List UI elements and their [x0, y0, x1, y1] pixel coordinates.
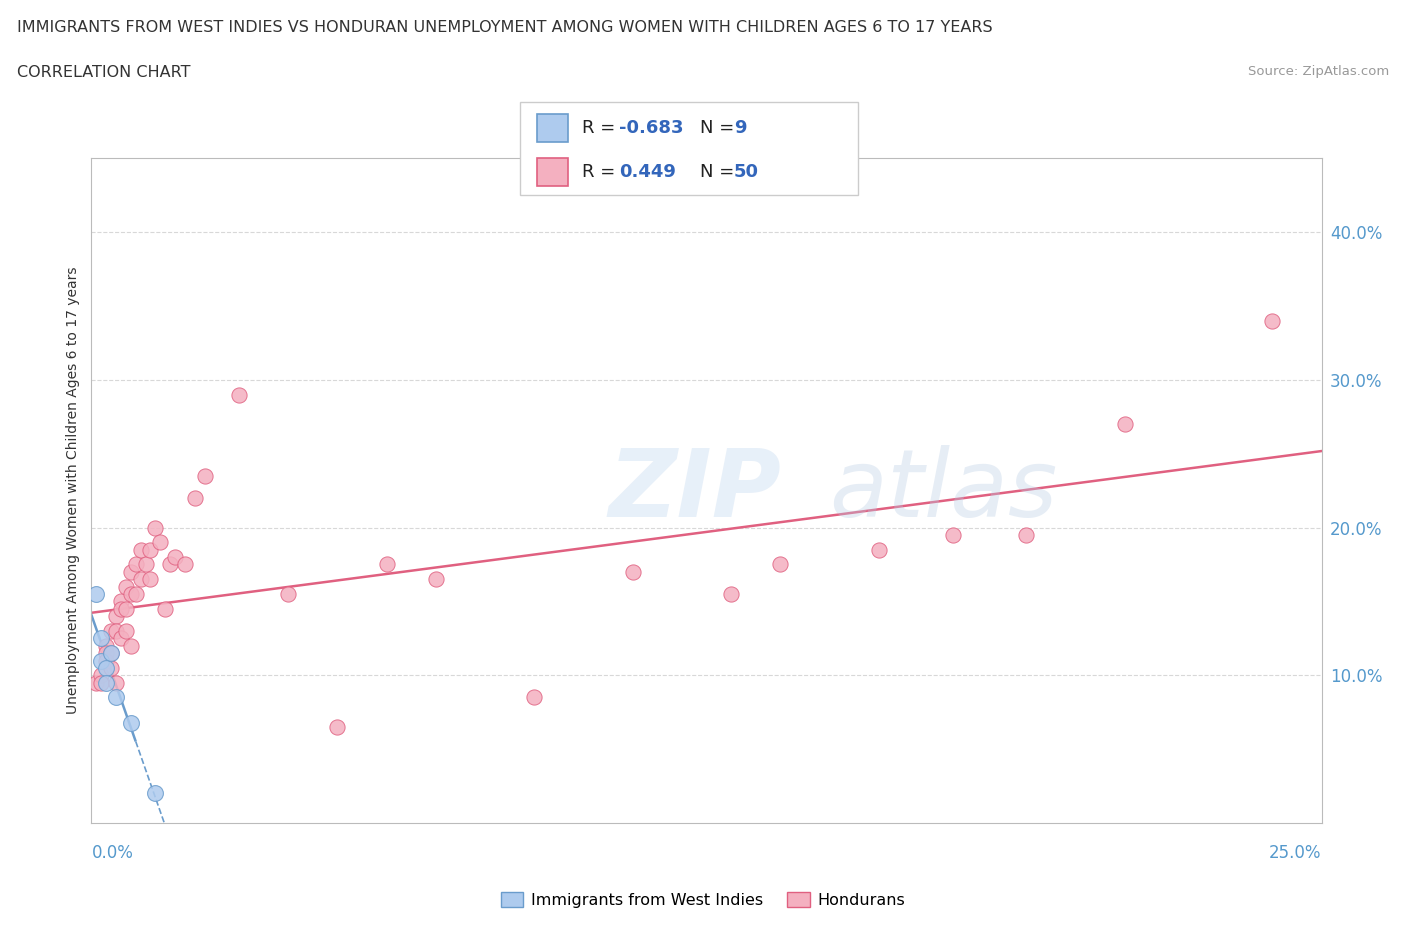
Point — [228, 387, 250, 402]
Point — [1015, 527, 1038, 542]
Text: N =: N = — [700, 163, 740, 181]
Point — [120, 587, 142, 602]
Point — [163, 550, 186, 565]
Point — [96, 653, 117, 668]
Point — [100, 645, 122, 660]
Point — [120, 638, 142, 653]
Point — [159, 557, 181, 572]
Point — [100, 645, 122, 660]
Point — [96, 645, 117, 660]
Point — [114, 623, 138, 638]
Point — [110, 631, 132, 645]
Text: -0.683: -0.683 — [619, 119, 683, 138]
Point — [90, 675, 112, 690]
Point — [868, 542, 890, 557]
Text: IMMIGRANTS FROM WEST INDIES VS HONDURAN UNEMPLOYMENT AMONG WOMEN WITH CHILDREN A: IMMIGRANTS FROM WEST INDIES VS HONDURAN … — [17, 20, 993, 35]
Point — [96, 638, 117, 653]
Point — [193, 469, 217, 484]
Point — [124, 557, 146, 572]
Point — [129, 542, 152, 557]
Point — [114, 579, 138, 594]
Point — [621, 565, 644, 579]
Text: CORRELATION CHART: CORRELATION CHART — [17, 65, 190, 80]
Point — [90, 653, 112, 668]
Text: 0.449: 0.449 — [619, 163, 675, 181]
Text: 0.0%: 0.0% — [91, 844, 134, 862]
Point — [941, 527, 963, 542]
Legend: Immigrants from West Indies, Hondurans: Immigrants from West Indies, Hondurans — [495, 885, 911, 914]
Point — [277, 587, 299, 602]
Point — [120, 565, 142, 579]
Point — [720, 587, 742, 602]
Point — [105, 609, 127, 624]
Point — [145, 786, 166, 801]
Y-axis label: Unemployment Among Women with Children Ages 6 to 17 years: Unemployment Among Women with Children A… — [66, 267, 80, 714]
Point — [90, 631, 112, 645]
Point — [114, 602, 138, 617]
Point — [1261, 313, 1284, 328]
Text: R =: R = — [582, 119, 621, 138]
Point — [129, 572, 152, 587]
Point — [86, 587, 108, 602]
Point — [90, 668, 112, 683]
Point — [100, 660, 122, 675]
Point — [110, 594, 132, 609]
Point — [183, 490, 207, 505]
Text: 25.0%: 25.0% — [1270, 844, 1322, 862]
Point — [120, 715, 142, 730]
Text: ZIP: ZIP — [607, 445, 780, 537]
Point — [149, 535, 172, 550]
Point — [105, 623, 127, 638]
Point — [523, 690, 546, 705]
Text: N =: N = — [700, 119, 740, 138]
Point — [105, 690, 127, 705]
Text: atlas: atlas — [830, 445, 1057, 536]
Point — [375, 557, 398, 572]
Point — [145, 520, 166, 535]
Point — [105, 675, 127, 690]
Text: 50: 50 — [734, 163, 759, 181]
Point — [1114, 417, 1136, 432]
Point — [96, 660, 117, 675]
Point — [153, 602, 177, 617]
Point — [124, 587, 146, 602]
Point — [425, 572, 447, 587]
Point — [135, 557, 156, 572]
Text: R =: R = — [582, 163, 621, 181]
Text: Source: ZipAtlas.com: Source: ZipAtlas.com — [1249, 65, 1389, 78]
Point — [326, 720, 349, 735]
Point — [139, 572, 162, 587]
Point — [86, 675, 108, 690]
Point — [139, 542, 162, 557]
Point — [100, 623, 122, 638]
Point — [110, 602, 132, 617]
Point — [769, 557, 792, 572]
Point — [174, 557, 197, 572]
Point — [96, 675, 117, 690]
Text: 9: 9 — [734, 119, 747, 138]
